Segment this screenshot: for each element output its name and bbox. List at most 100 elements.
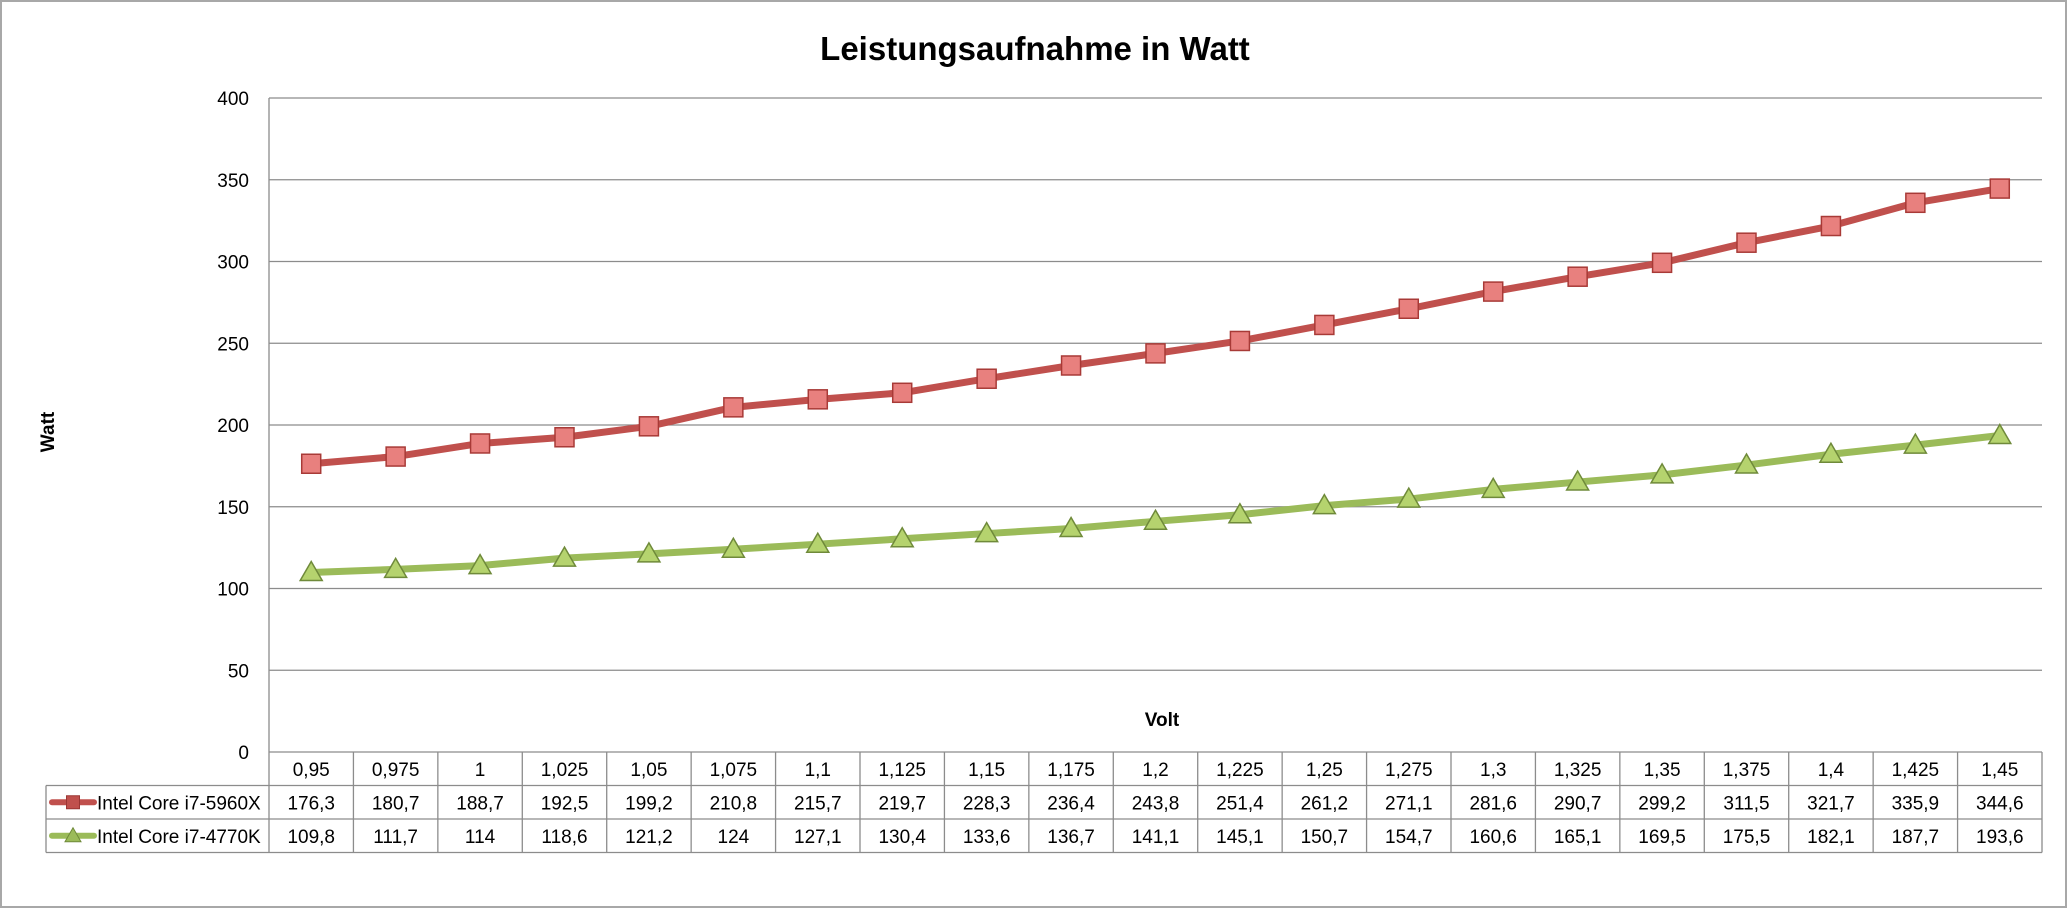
y-tick-label: 0 (238, 743, 249, 764)
x-tick-label: 1,375 (1723, 760, 1771, 781)
data-point (1649, 462, 1675, 484)
data-cell: 219,7 (878, 793, 926, 814)
data-point (974, 521, 999, 543)
data-cell: 271,1 (1385, 793, 1433, 814)
data-point (1905, 192, 1926, 214)
data-cell: 210,8 (710, 793, 758, 814)
data-cell: 281,6 (1469, 793, 1517, 814)
data-point (1229, 330, 1251, 352)
data-cell: 199,2 (625, 793, 673, 814)
data-cell: 145,1 (1216, 827, 1264, 848)
legend-key-marker (64, 826, 82, 843)
legend-label: Intel Core i7-4770K (97, 827, 261, 848)
data-cell: 130,4 (878, 827, 926, 848)
gridlines (268, 97, 2042, 752)
x-axis-label: Volt (1145, 710, 1180, 731)
data-cell: 188,7 (456, 793, 504, 814)
data-cell: 344,6 (1976, 793, 2024, 814)
x-tick-label: 1,05 (630, 760, 667, 781)
data-point (300, 453, 322, 474)
data-cell: 114 (465, 827, 496, 848)
data-cell: 290,7 (1554, 793, 1602, 814)
data-cell: 321,7 (1807, 793, 1855, 814)
data-point (1145, 343, 1166, 364)
y-tick-label: 200 (217, 416, 249, 437)
data-point (1314, 314, 1335, 336)
y-axis-label: Watt (38, 411, 59, 452)
data-cell: 193,6 (1976, 827, 2024, 848)
x-tick-label: 1,35 (1644, 760, 1681, 781)
data-cell: 243,8 (1132, 793, 1180, 814)
data-point (385, 446, 406, 467)
x-tick-label: 1,175 (1047, 760, 1095, 781)
x-tick-label: 1,2 (1142, 760, 1168, 781)
data-point (298, 559, 324, 582)
data-point (1565, 469, 1590, 491)
y-tick-label: 150 (217, 498, 249, 519)
data-point (1058, 515, 1084, 538)
data-point (636, 541, 662, 563)
data-cell: 180,7 (372, 793, 420, 814)
x-tick-label: 1,25 (1306, 760, 1343, 781)
data-point (469, 433, 491, 454)
data-cell: 192,5 (541, 793, 589, 814)
data-cell: 133,6 (963, 827, 1011, 848)
data-point (1567, 266, 1588, 287)
x-tick-label: 1,4 (1818, 760, 1845, 781)
legend-label: Intel Core i7-5960X (97, 793, 261, 814)
data-cell: 236,4 (1047, 793, 1095, 814)
data-cell: 124 (718, 827, 750, 848)
data-cell: 299,2 (1638, 793, 1686, 814)
data-point (383, 556, 408, 579)
data-cell: 261,2 (1301, 793, 1349, 814)
data-point (1482, 281, 1504, 302)
data-point (1398, 298, 1420, 320)
data-cell: 182,1 (1807, 827, 1855, 848)
data-point (1396, 486, 1422, 508)
x-tick-label: 1,45 (1981, 760, 2018, 781)
x-tick-label: 1,225 (1216, 760, 1264, 781)
data-cell: 175,5 (1723, 827, 1771, 848)
data-point (805, 531, 831, 553)
data-point (1987, 422, 2013, 445)
y-tick-label: 250 (217, 334, 249, 355)
data-point (723, 397, 744, 418)
series-triangle (298, 422, 2013, 582)
x-tick-label: 1,1 (805, 760, 831, 781)
y-tick-label: 400 (217, 89, 249, 110)
data-point (1820, 215, 1842, 237)
data-cell: 176,3 (287, 793, 335, 814)
data-cell: 109,8 (287, 827, 335, 848)
x-tick-label: 1 (475, 760, 486, 781)
x-tick-label: 1,275 (1385, 760, 1433, 781)
data-point (807, 389, 829, 410)
data-point (1312, 493, 1337, 515)
data-point (891, 382, 913, 404)
data-cell: 187,7 (1892, 827, 1940, 848)
data-point (1480, 476, 1506, 499)
y-tick-label: 50 (228, 661, 249, 682)
x-tick-label: 0,95 (293, 760, 330, 781)
x-tick-label: 1,425 (1892, 760, 1940, 781)
series-lines (298, 178, 2013, 582)
data-point (1734, 452, 1759, 474)
x-tick-label: 1,025 (541, 760, 589, 781)
x-tick-label: 1,15 (968, 760, 1005, 781)
data-point (467, 553, 493, 575)
data-point (552, 545, 577, 567)
x-tick-label: 1,075 (710, 760, 758, 781)
data-point (1227, 502, 1253, 524)
data-cell: 111,7 (373, 827, 418, 848)
data-cell: 141,1 (1132, 827, 1180, 848)
data-point (1143, 508, 1168, 531)
data-point (1060, 355, 1082, 376)
data-cell: 311,5 (1723, 793, 1769, 814)
data-cell: 118,6 (541, 827, 587, 848)
data-cell: 335,9 (1892, 793, 1940, 814)
data-cell: 127,1 (794, 827, 842, 848)
x-tick-label: 1,325 (1554, 760, 1602, 781)
x-tick-label: 1,3 (1480, 760, 1506, 781)
data-point (554, 427, 575, 448)
data-cell: 169,5 (1638, 827, 1686, 848)
